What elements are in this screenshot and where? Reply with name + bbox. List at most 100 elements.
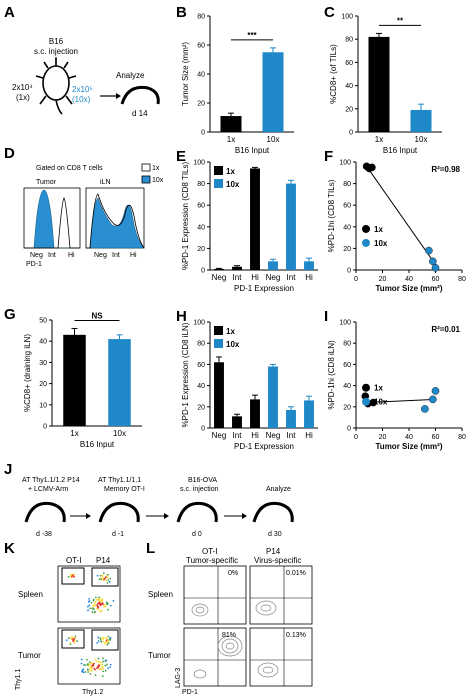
k-dot — [100, 578, 102, 581]
legend-label: 1x — [226, 327, 235, 336]
x-axis-label: PD-1 Expression — [234, 442, 294, 451]
k-dot — [106, 573, 109, 576]
tissue-tumor: Tumor — [36, 179, 57, 186]
l-xlabel: PD-1 — [182, 689, 198, 696]
k-dot — [97, 640, 100, 642]
k-dot-density — [65, 572, 115, 678]
k-dot — [102, 577, 104, 580]
k-dot — [73, 573, 76, 576]
k-gate-otl-spleen — [61, 567, 85, 585]
bar — [214, 268, 224, 270]
k-dot — [90, 669, 93, 671]
k-plot-spleen — [57, 565, 121, 623]
k-xlabel: Thy1.2 — [82, 689, 104, 696]
y-tick-label: 60 — [197, 43, 205, 50]
k-dot — [93, 667, 96, 670]
k-dot — [88, 669, 91, 672]
k-dot — [97, 660, 100, 663]
k-dot — [97, 666, 99, 669]
k-dot — [84, 671, 87, 673]
y-tick-label: 80 — [197, 14, 205, 21]
x-axis-label: Tumor Size (mm²) — [376, 284, 443, 293]
l-col-1-b: Tumor-specific — [186, 556, 238, 565]
k-dot — [105, 659, 108, 662]
k-dot — [99, 637, 102, 640]
l-ylabel: LAG-3 — [175, 668, 182, 688]
y-tick-label: 40 — [343, 383, 351, 390]
bar — [108, 339, 131, 426]
hist-tumor-1x — [24, 197, 80, 249]
k-dot — [107, 579, 110, 582]
k-dot — [103, 642, 106, 645]
analyze-label: Analyze — [116, 71, 145, 80]
day-label-a: d 14 — [132, 109, 148, 118]
scatter-point — [431, 387, 440, 395]
k-dot — [109, 577, 112, 580]
legend-swatch — [362, 383, 370, 392]
k-dot — [106, 602, 109, 605]
panel-letter-l: L — [146, 540, 155, 557]
k-dot — [98, 664, 101, 667]
k-dot — [80, 658, 83, 661]
k-dot — [93, 601, 96, 604]
x-tick-label: 0 — [354, 276, 358, 283]
y-tick-label: 40 — [197, 72, 205, 79]
k-dot — [100, 610, 102, 613]
scatter-point — [421, 405, 429, 413]
y-tick-label: 30 — [39, 360, 47, 367]
mouse-silhouette-j2 — [98, 501, 140, 523]
k-dot — [74, 639, 76, 642]
k-dot — [103, 605, 106, 608]
k-dot — [102, 572, 105, 575]
k-dot — [107, 667, 109, 670]
x-tick-label: 1x — [375, 135, 383, 144]
hist-iln-1x — [86, 193, 145, 249]
r-squared: R²=0.98 — [431, 165, 460, 174]
arrow-head-a — [116, 93, 121, 99]
step-1-day: d -38 — [36, 531, 52, 538]
chart-f: F 0 20 40 60 80 100 %PD-1hi (CD8 TILs) 0 20 40 60 80… — [324, 148, 466, 293]
x-tick-label: Hi — [251, 431, 259, 440]
k-dot — [86, 658, 88, 661]
injection-title: B16 — [49, 37, 64, 46]
y-tick-label: 80 — [197, 181, 205, 188]
panel-l: L OT-I Tumor-specific P14 Virus-specific… — [146, 540, 313, 696]
panel-letter-k: K — [4, 540, 15, 557]
k-dot — [96, 641, 99, 644]
k-dot — [106, 643, 109, 646]
hist-tick-neg: Neg — [30, 252, 43, 259]
y-tick-label: 10 — [39, 402, 47, 409]
k-dot — [92, 599, 95, 602]
panel-letter-a: A — [4, 4, 15, 21]
step-1-line-2: + LCMV-Arm — [28, 486, 68, 493]
k-dot — [97, 636, 100, 639]
x-tick-label: Int — [287, 273, 297, 282]
legend-label: 1x — [374, 384, 383, 393]
bar — [304, 261, 314, 270]
timeline-step-2: AT Thy1.1/1.1 Memory OT-I d -1 — [98, 477, 145, 538]
x-tick-label: 40 — [405, 434, 413, 441]
l-q-p14-tumor: 0.13% — [286, 632, 306, 639]
y-axis-label: %CD8+ (draining iLN) — [23, 334, 32, 412]
legend-swatch — [214, 166, 223, 175]
step-3-line-1: B16-OVA — [188, 477, 217, 484]
hist-tumor-10x — [24, 189, 80, 249]
mouse-silhouette-a — [120, 85, 160, 105]
panel-letter: B — [176, 4, 187, 21]
panel-letter: F — [324, 148, 333, 165]
k-dot — [91, 611, 94, 613]
k-col-p14: P14 — [96, 556, 111, 565]
k-dot — [74, 635, 77, 638]
y-axis-label: Tumor Size (mm²) — [181, 42, 190, 106]
mouse-icon — [35, 58, 77, 115]
bar — [304, 400, 314, 428]
step-1-line-1: AT Thy1.1/1.2 P14 — [22, 477, 80, 484]
k-dot — [109, 639, 112, 641]
significance-label: ** — [397, 16, 404, 25]
y-axis-label: %PD-1hi (CD8 TILs) — [327, 179, 336, 252]
scatter-point — [368, 163, 376, 172]
k-dot — [89, 662, 92, 665]
y-tick-label: 0 — [43, 424, 47, 431]
k-dot — [94, 658, 97, 661]
k-dot — [109, 666, 112, 669]
